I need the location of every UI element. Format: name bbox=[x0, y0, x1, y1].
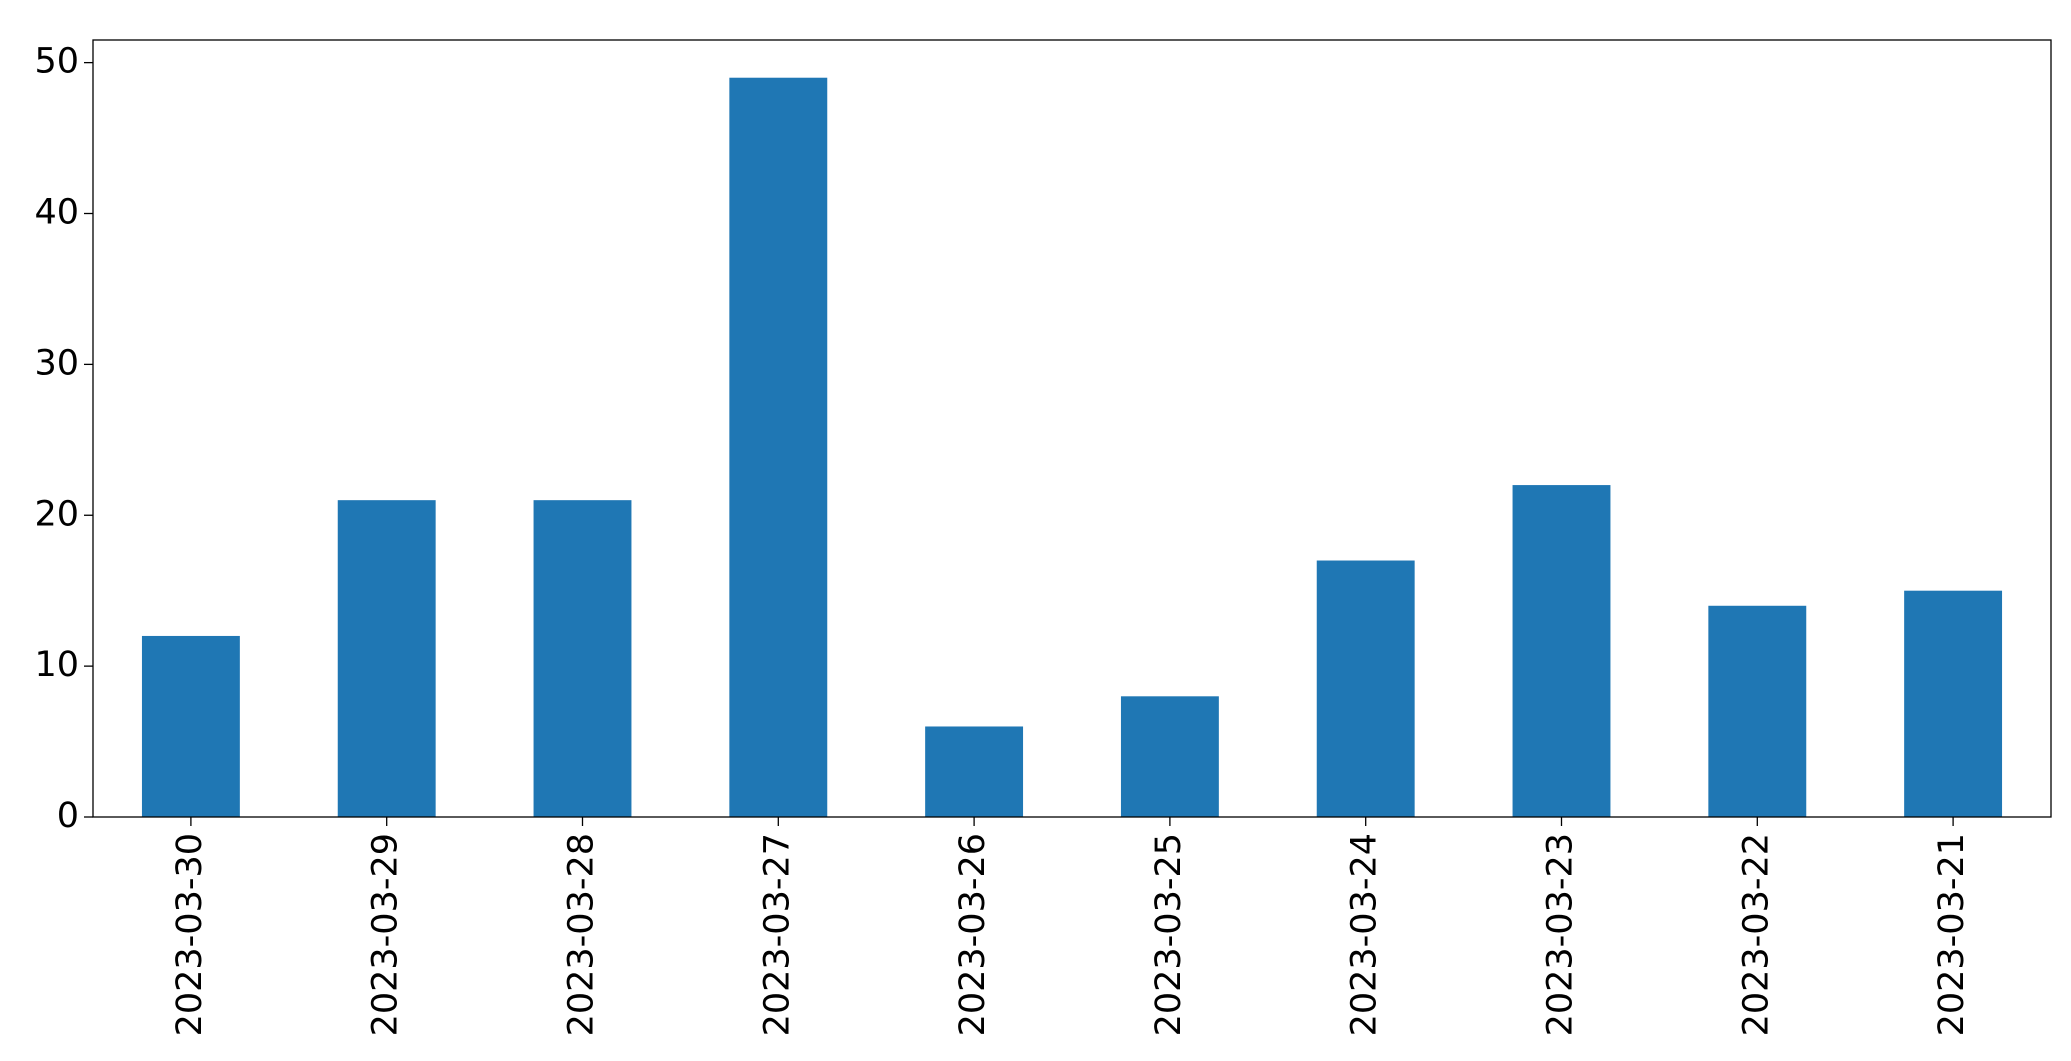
x-tick-label: 2023-03-25 bbox=[1149, 833, 1189, 1036]
bar bbox=[925, 726, 1024, 817]
y-tick-label: 30 bbox=[34, 343, 79, 383]
y-tick-label: 0 bbox=[57, 796, 79, 836]
y-tick-label: 50 bbox=[34, 42, 79, 82]
bar bbox=[1316, 560, 1415, 817]
bar bbox=[141, 635, 240, 817]
bar bbox=[1904, 590, 2003, 817]
bar bbox=[1512, 485, 1611, 817]
x-tick-label: 2023-03-28 bbox=[562, 833, 602, 1036]
x-tick-label: 2023-03-26 bbox=[953, 833, 993, 1036]
bar bbox=[1120, 696, 1219, 817]
plot-frame bbox=[92, 39, 2052, 818]
y-tick-label: 10 bbox=[34, 645, 79, 685]
x-tick-label: 2023-03-29 bbox=[366, 833, 406, 1036]
x-tick-label: 2023-03-22 bbox=[1736, 833, 1776, 1036]
y-tick-label: 40 bbox=[34, 193, 79, 233]
x-tick-label: 2023-03-21 bbox=[1932, 833, 1972, 1036]
bar bbox=[729, 77, 828, 817]
y-tick-label: 20 bbox=[34, 494, 79, 534]
bar bbox=[337, 500, 436, 817]
bar bbox=[533, 500, 632, 817]
x-tick-label: 2023-03-30 bbox=[170, 833, 210, 1036]
x-tick-label: 2023-03-23 bbox=[1541, 833, 1581, 1036]
x-tick-label: 2023-03-24 bbox=[1345, 833, 1385, 1036]
bar bbox=[1708, 605, 1807, 817]
x-tick-label: 2023-03-27 bbox=[757, 833, 797, 1036]
